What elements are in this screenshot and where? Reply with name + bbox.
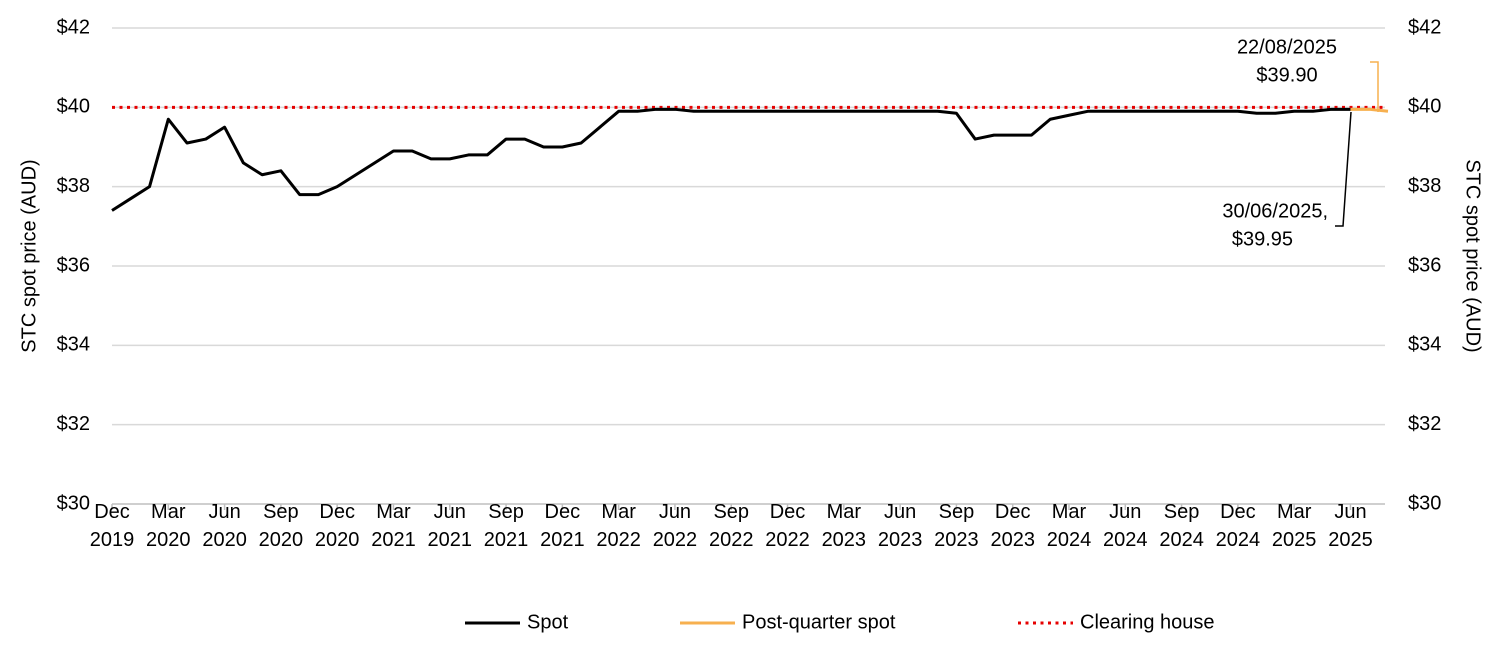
y-tick-label: $30 xyxy=(57,492,90,514)
y2-axis-title: STC spot price (AUD) xyxy=(1462,159,1484,352)
y-tick-label: $36 xyxy=(57,254,90,276)
x-tick-label: Mar 2020 xyxy=(146,501,191,551)
series-line xyxy=(1350,107,1389,113)
x-tick-label: Sep 2021 xyxy=(483,501,529,551)
x-tick-label: Mar 2023 xyxy=(821,501,867,551)
x-tick-label: Jun 2024 xyxy=(1103,501,1148,551)
annotation-leader xyxy=(1370,61,1379,112)
annotation: $39.90 xyxy=(1256,64,1317,86)
legend-label: Post-quarter spot xyxy=(742,611,896,633)
y-tick-label: $38 xyxy=(57,175,90,197)
y-tick-label: $40 xyxy=(57,96,90,118)
x-tick-label: Sep 2022 xyxy=(708,501,754,551)
series-line xyxy=(111,107,1351,212)
annotation: $39.95 xyxy=(1232,228,1293,250)
y-axis-title: STC spot price (AUD) xyxy=(18,159,40,352)
x-tick-label: Mar 2021 xyxy=(371,501,416,551)
y2-tick-label: $34 xyxy=(1408,334,1441,356)
x-tick-label: Sep 2023 xyxy=(934,501,979,551)
x-tick-label: Dec 2021 xyxy=(540,501,585,551)
y2-tick-label: $38 xyxy=(1408,175,1441,197)
x-tick-label: Jun 2025 xyxy=(1328,501,1373,551)
x-tick-label: Dec 2023 xyxy=(990,501,1035,551)
y2-tick-label: $36 xyxy=(1408,254,1441,276)
x-tick-label: Mar 2025 xyxy=(1271,501,1317,551)
y-tick-label: $34 xyxy=(57,334,90,356)
x-tick-label: Dec 2022 xyxy=(765,501,810,551)
x-tick-label: Dec 2019 xyxy=(89,501,135,551)
x-tick-label: Jun 2022 xyxy=(652,501,698,551)
x-tick-label: Mar 2022 xyxy=(596,501,641,551)
x-tick-label: Mar 2024 xyxy=(1046,501,1092,551)
x-tick-label: Sep 2020 xyxy=(258,501,304,551)
x-tick-label: Sep 2024 xyxy=(1159,501,1204,551)
legend-label: Spot xyxy=(527,611,569,633)
x-tick-label: Jun 2020 xyxy=(202,501,247,551)
y2-tick-label: $42 xyxy=(1408,16,1441,38)
y-tick-label: $42 xyxy=(57,16,90,38)
x-tick-label: Jun 2021 xyxy=(427,501,473,551)
annotation: 22/08/2025 xyxy=(1237,36,1337,58)
y2-tick-label: $40 xyxy=(1408,96,1441,118)
x-tick-label: Dec 2024 xyxy=(1215,501,1261,551)
y2-tick-label: $32 xyxy=(1408,413,1441,435)
x-tick-label: Dec 2020 xyxy=(314,501,360,551)
y2-tick-label: $30 xyxy=(1408,492,1441,514)
x-tick-label: Jun 2023 xyxy=(877,501,923,551)
legend-label: Clearing house xyxy=(1080,611,1215,633)
annotation-leader xyxy=(1335,111,1352,227)
y-tick-label: $32 xyxy=(57,413,90,435)
annotation: 30/06/2025, xyxy=(1222,200,1328,222)
